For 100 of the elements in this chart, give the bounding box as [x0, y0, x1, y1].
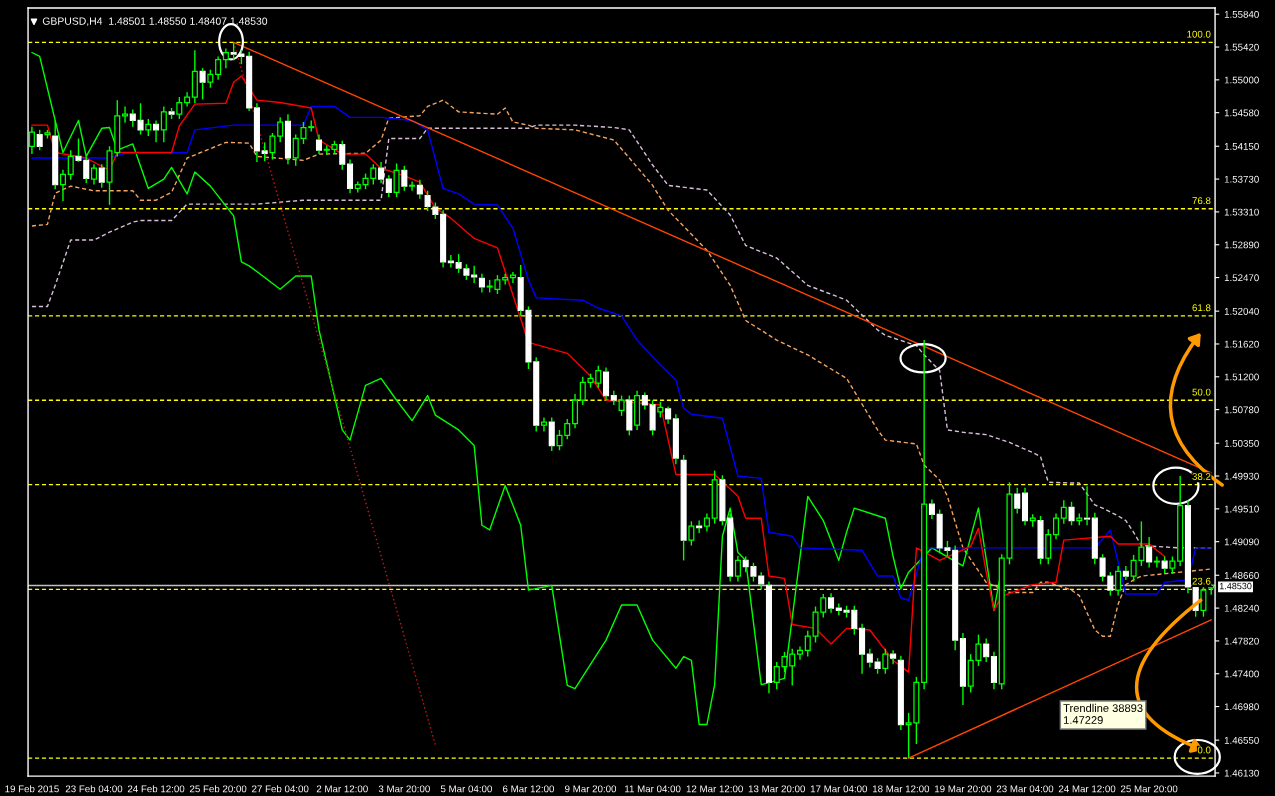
candlestick: [416, 179, 423, 200]
candlestick: [990, 651, 997, 691]
candlestick: [59, 169, 66, 202]
candlestick: [1122, 565, 1129, 581]
candlestick: [634, 390, 641, 431]
candlestick: [921, 339, 928, 691]
annotation: Trendline 38893 1.47229: [1063, 703, 1143, 724]
candlestick: [315, 133, 323, 155]
x-tick-label: 13 Mar 20:00: [748, 785, 805, 793]
y-tick-label: 1.50780: [1224, 406, 1259, 414]
candlestick: [1052, 512, 1060, 541]
candlestick: [696, 519, 703, 534]
candlestick: [509, 271, 516, 284]
y-tick-label: 1.46130: [1224, 769, 1259, 777]
y-tick-label: 1.46550: [1224, 736, 1259, 744]
candlestick: [1115, 565, 1122, 597]
candlestick: [246, 51, 253, 112]
y-tick-label: 1.54580: [1224, 109, 1259, 117]
candlestick: [672, 413, 679, 466]
annotation: 50.0: [1192, 388, 1211, 396]
y-tick-label: 1.51200: [1224, 373, 1259, 381]
y-tick-label: 1.55000: [1224, 76, 1259, 84]
candlestick: [1146, 536, 1153, 569]
x-tick-label: 11 Mar 04:00: [625, 785, 681, 793]
candlestick: [1153, 555, 1160, 569]
ref-line-label: 1.48530: [1219, 582, 1252, 590]
candlestick: [765, 580, 773, 694]
candlestick: [796, 645, 804, 661]
x-tick-label: 17 Mar 04:00: [810, 785, 868, 793]
annotation: 76.8: [1192, 197, 1211, 205]
candlestick: [665, 405, 672, 425]
candlestick: [571, 393, 579, 430]
y-tick-label: 1.46980: [1224, 703, 1259, 711]
candlestick: [191, 49, 198, 104]
y-tick-label: 1.48660: [1224, 572, 1259, 579]
candlestick: [346, 158, 354, 194]
y-tick-label: 1.49510: [1224, 505, 1259, 513]
candlestick: [859, 623, 866, 675]
x-tick-label: 23 Feb 04:00: [65, 785, 123, 793]
candlestick: [727, 512, 734, 583]
x-tick-label: 9 Mar 20:00: [565, 785, 617, 793]
x-tick-label: 24 Feb 12:00: [127, 785, 185, 793]
candlestick: [378, 161, 385, 184]
x-tick-label: 19 Mar 20:00: [935, 785, 992, 793]
x-tick-label: 2 Mar 12:00: [316, 785, 368, 793]
x-tick-label: 25 Feb 20:00: [189, 785, 247, 793]
candlestick: [890, 649, 897, 666]
y-tick-label: 1.52890: [1224, 241, 1259, 249]
annotation: 23.6: [1192, 577, 1211, 585]
candlestick: [928, 498, 935, 520]
candlestick: [828, 592, 835, 614]
y-tick-label: 1.53730: [1224, 175, 1259, 183]
candlestick: [440, 209, 447, 269]
candlestick: [447, 254, 454, 269]
x-tick-label: 6 Mar 12:00: [503, 785, 555, 793]
x-tick-label: 3 Mar 20:00: [378, 785, 430, 793]
y-tick-label: 1.51620: [1224, 340, 1259, 348]
candlestick: [28, 126, 35, 155]
y-tick-label: 1.55840: [1224, 10, 1259, 18]
y-tick-label: 1.53310: [1224, 208, 1259, 216]
candlestick: [160, 105, 167, 144]
y-tick-label: 1.49090: [1224, 538, 1259, 546]
candlestick: [603, 366, 610, 401]
y-tick-label: 1.48240: [1224, 604, 1259, 612]
y-tick-label: 1.52040: [1224, 307, 1259, 315]
candlestick: [1091, 512, 1098, 566]
y-tick-label: 1.54150: [1224, 143, 1259, 150]
candlestick: [952, 544, 959, 651]
x-tick-label: 27 Feb 04:00: [252, 785, 309, 793]
candlestick: [253, 102, 260, 163]
candlestick: [897, 655, 904, 731]
y-tick-label: 1.47400: [1224, 670, 1259, 678]
candlestick: [502, 272, 509, 286]
candlestick: [703, 512, 710, 533]
x-tick-label: 12 Mar 12:00: [686, 785, 743, 793]
candlestick: [734, 555, 741, 583]
x-tick-label: 25 Mar 20:00: [1120, 785, 1178, 793]
candlestick: [478, 272, 485, 294]
candlestick: [90, 163, 98, 186]
candlestick: [540, 416, 548, 433]
candlestick: [215, 55, 222, 81]
x-tick-label: 23 Mar 04:00: [996, 785, 1054, 793]
candlestick: [866, 648, 873, 669]
candlestick: [959, 632, 966, 706]
y-tick-label: 1.49930: [1224, 472, 1259, 480]
y-tick-label: 1.52470: [1224, 274, 1259, 282]
y-tick-label: 1.47820: [1224, 637, 1259, 645]
candlestick: [385, 174, 392, 198]
x-tick-label: 24 Mar 12:00: [1058, 785, 1116, 793]
candlestick: [641, 391, 648, 411]
y-tick-label: 1.55420: [1224, 43, 1259, 51]
annotation: 100.0: [1187, 30, 1211, 38]
annotation: 0.0: [1197, 746, 1211, 754]
candlestick: [1084, 485, 1091, 526]
candlestick: [409, 180, 416, 192]
candlestick: [1021, 487, 1029, 526]
x-tick-label: 18 Mar 12:00: [872, 785, 930, 793]
x-tick-label: 19 Feb 2015: [5, 785, 59, 793]
x-tick-label: 5 Mar 04:00: [440, 785, 492, 793]
annotation: 61.8: [1192, 304, 1211, 312]
